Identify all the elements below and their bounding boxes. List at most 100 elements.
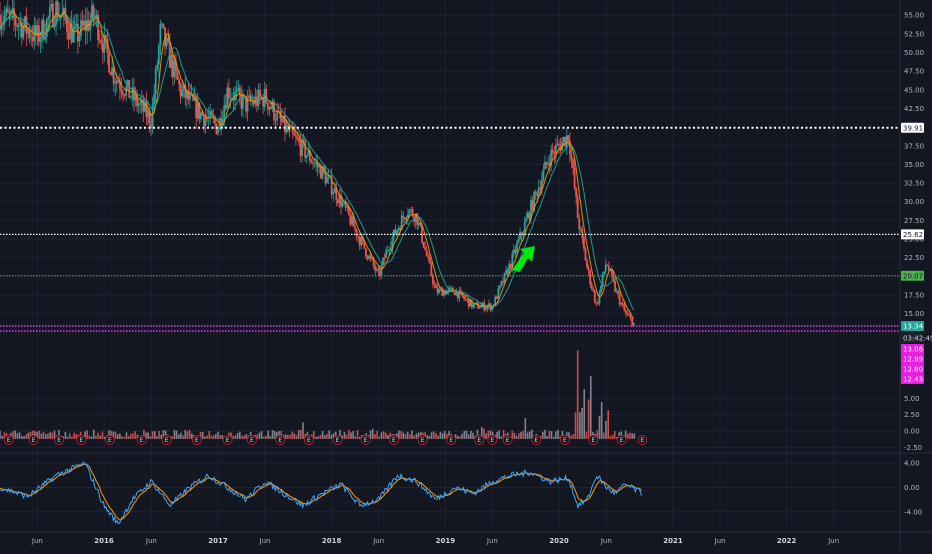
earnings-badge-icon[interactable] [637, 435, 648, 445]
earnings-marker[interactable]: E [136, 435, 147, 445]
candle-down [112, 67, 115, 84]
candle-up [137, 104, 140, 107]
candle-up [519, 232, 521, 240]
earnings-badge-icon[interactable] [531, 435, 542, 445]
earnings-marker[interactable]: E [222, 435, 233, 445]
earnings-badge-icon[interactable] [191, 435, 202, 445]
earnings-badge-icon[interactable] [222, 435, 233, 445]
earnings-marker[interactable]: E [104, 435, 115, 445]
earnings-marker[interactable]: E [388, 435, 399, 445]
earnings-marker[interactable]: E [303, 435, 314, 445]
candle-up [157, 45, 160, 65]
earnings-badge-icon[interactable] [76, 435, 87, 445]
volume-bar [136, 434, 139, 439]
earnings-badge-label: E [140, 437, 144, 444]
oscillator-tick-label: 0.00 [904, 484, 920, 492]
candle-up [218, 118, 221, 131]
earnings-marker[interactable]: E [588, 435, 599, 445]
earnings-marker[interactable]: E [275, 435, 286, 445]
candle-down [145, 101, 148, 118]
volume-bar [374, 434, 376, 439]
volume-bar [47, 433, 49, 439]
volume-bar [550, 431, 553, 439]
earnings-badge-icon[interactable] [446, 435, 457, 445]
earnings-badge-icon[interactable] [417, 435, 428, 445]
volume-bar [487, 430, 490, 439]
earnings-marker[interactable]: E [76, 435, 87, 445]
volume-bar [175, 430, 178, 439]
earnings-marker[interactable]: E [360, 435, 371, 445]
candle-down [402, 215, 405, 218]
candle-up [632, 322, 635, 326]
earnings-marker[interactable]: E [332, 435, 343, 445]
volume-bar [417, 432, 420, 439]
candle-up [90, 5, 93, 21]
volume-bar [132, 433, 134, 439]
volume-bar [631, 433, 633, 439]
volume-bar [184, 429, 187, 439]
earnings-badge-icon[interactable] [332, 435, 343, 445]
earnings-badge-icon[interactable] [104, 435, 115, 445]
earnings-marker[interactable]: E [191, 435, 202, 445]
earnings-badge-icon[interactable] [136, 435, 147, 445]
earnings-marker[interactable]: E [446, 435, 457, 445]
earnings-badge-icon[interactable] [474, 435, 485, 445]
volume-bar [3, 432, 6, 439]
earnings-badge-icon[interactable] [487, 435, 498, 445]
earnings-badge-icon[interactable] [54, 435, 65, 445]
volume-bar [334, 431, 337, 439]
candle-up [73, 26, 76, 30]
candle-down [294, 135, 297, 137]
earnings-badge-icon[interactable] [559, 435, 570, 445]
up-arrow-annotation[interactable] [512, 246, 535, 272]
candle-up [115, 80, 118, 84]
earnings-marker[interactable]: E [559, 435, 570, 445]
volume-bar [273, 430, 276, 439]
earnings-marker[interactable]: E [54, 435, 65, 445]
earnings-badge-icon[interactable] [502, 435, 513, 445]
earnings-marker[interactable]: E [28, 435, 39, 445]
earnings-marker[interactable]: E [3, 435, 14, 445]
earnings-badge-icon[interactable] [275, 435, 286, 445]
earnings-marker[interactable]: E [487, 435, 498, 445]
earnings-marker[interactable]: E [637, 435, 648, 445]
candle-down [299, 142, 302, 156]
candle-down [590, 283, 593, 289]
volume-bar [92, 429, 95, 439]
earnings-badge-icon[interactable] [388, 435, 399, 445]
earnings-badge-icon[interactable] [360, 435, 371, 445]
volume-bar [600, 402, 603, 439]
earnings-marker[interactable]: E [161, 435, 172, 445]
candle-down [270, 106, 272, 109]
earnings-badge-icon[interactable] [28, 435, 39, 445]
volume-bar [539, 435, 542, 439]
earnings-badge-icon[interactable] [303, 435, 314, 445]
earnings-badge-icon[interactable] [246, 435, 257, 445]
magenta-level-tag-text: 12.43 [903, 376, 923, 384]
earnings-marker[interactable]: E [616, 435, 627, 445]
volume-bar [315, 436, 317, 439]
earnings-marker[interactable]: E [246, 435, 257, 445]
candle-up [129, 97, 132, 99]
volume-bar [546, 436, 548, 439]
arrow-up-right-icon[interactable] [512, 246, 535, 272]
horizontal-levels[interactable] [0, 126, 900, 332]
volume-bar [426, 435, 429, 439]
earnings-marker[interactable]: E [531, 435, 542, 445]
earnings-marker[interactable]: E [417, 435, 428, 445]
candle-up [491, 305, 493, 310]
candle-down [330, 176, 333, 195]
earnings-badge-icon[interactable] [588, 435, 599, 445]
volume-bar [515, 436, 518, 439]
earnings-badge-icon[interactable] [161, 435, 172, 445]
candle-down [252, 101, 255, 105]
earnings-badge-icon[interactable] [616, 435, 627, 445]
volume-bar [121, 435, 123, 439]
earnings-badge-icon[interactable] [3, 435, 14, 445]
earnings-marker[interactable]: E [474, 435, 485, 445]
earnings-marker[interactable]: E [502, 435, 513, 445]
candle-up [396, 230, 398, 234]
